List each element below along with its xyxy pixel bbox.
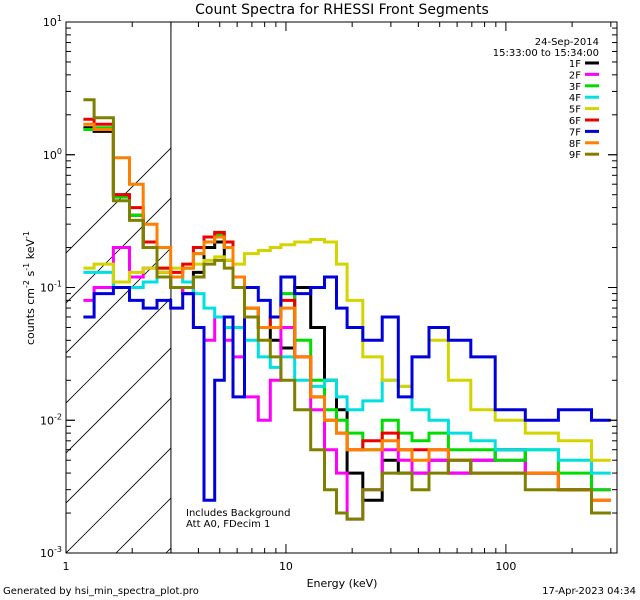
x-axis-label: Energy (keV)	[307, 577, 378, 590]
legend-label-3F: 3F	[569, 82, 581, 93]
series-line-7F	[83, 275, 611, 502]
legend-label-4F: 4F	[569, 93, 581, 104]
series-line-8F	[83, 122, 611, 502]
legend-date: 24-Sep-2014	[535, 37, 599, 48]
annotation-background: Includes Background	[186, 508, 290, 519]
legend-label-9F: 9F	[569, 150, 581, 161]
x-tick-label-100: 100	[495, 560, 516, 573]
y-tick-label-10e-3: 10-3	[40, 545, 62, 560]
chart-title: Count Spectra for RHESSI Front Segments	[195, 2, 489, 18]
series-group	[83, 98, 611, 521]
y-tick-label-10e0: 100	[43, 147, 62, 162]
legend-label-7F: 7F	[569, 127, 581, 138]
legend-label-2F: 2F	[569, 70, 581, 81]
y-tick-label-10e-1: 10-1	[40, 280, 62, 295]
x-tick-label-10: 10	[279, 560, 293, 573]
legend-time-range: 15:33:00 to 15:34:00	[493, 48, 599, 59]
y-axis-label: counts cm-2 s-1 keV-1	[22, 231, 37, 345]
footer-timestamp: 17-Apr-2023 04:34	[542, 586, 636, 597]
legend-label-6F: 6F	[569, 116, 581, 127]
axis-ticks	[65, 21, 617, 554]
y-tick-label-10e1: 101	[43, 14, 62, 29]
y-tick-label-10e-2: 10-2	[40, 412, 62, 427]
legend-label-5F: 5F	[569, 105, 581, 116]
hatch-line	[66, 397, 171, 504]
series-line-9F	[83, 98, 611, 521]
hatch-line	[66, 447, 171, 553]
hatch-line	[66, 197, 171, 304]
footer-generated-by: Generated by hsi_min_spectra_plot.pro	[3, 586, 199, 597]
annotation-attenuator: Att A0, FDecim 1	[186, 519, 270, 530]
x-tick-label-1: 1	[63, 560, 70, 573]
legend-label-8F: 8F	[569, 139, 581, 150]
legend-label-1F: 1F	[569, 59, 581, 70]
series-line-5F	[83, 238, 611, 462]
